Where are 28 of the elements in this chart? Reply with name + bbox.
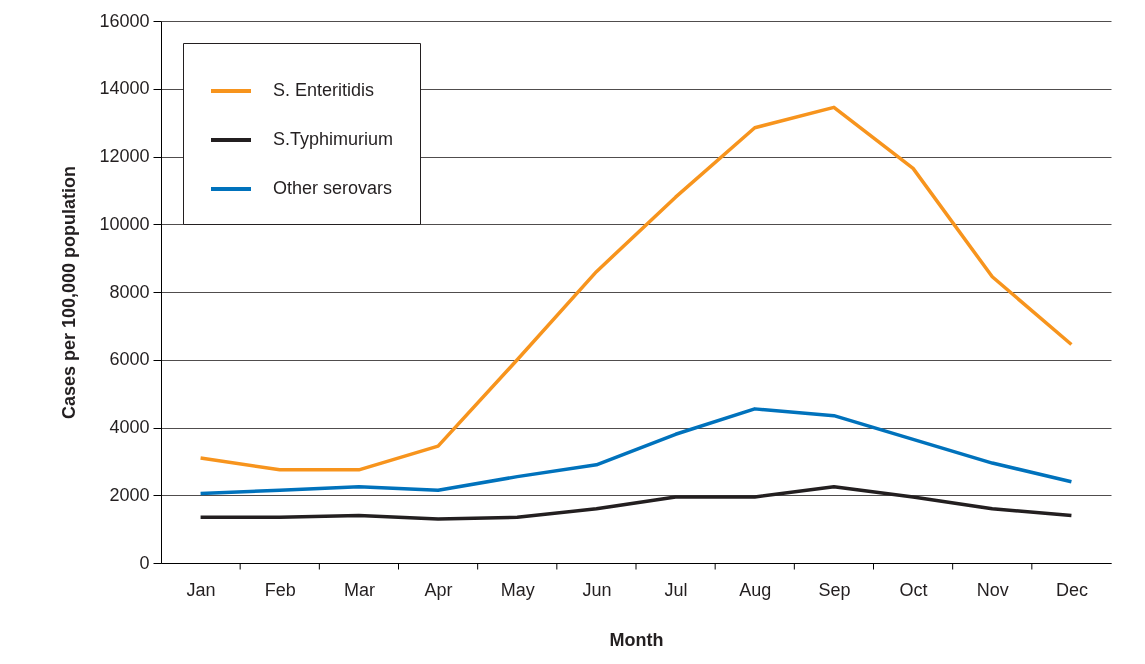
y-tick-label: 4000	[109, 417, 150, 437]
y-tick-label: 12000	[99, 146, 150, 166]
x-tick-label: Jul	[664, 579, 688, 600]
y-axis-title: Cases per 100,000 population	[59, 165, 80, 420]
x-axis-title: Month	[609, 629, 664, 650]
x-tick-label: Oct	[899, 579, 928, 600]
y-tick-label: 8000	[109, 281, 150, 302]
line-series	[198, 407, 1074, 496]
legend-label: S. Enteritidis	[273, 80, 375, 100]
line-series	[198, 105, 1074, 472]
y-tick-label: 14000	[99, 78, 150, 99]
x-tick-label: Sep	[818, 579, 851, 600]
y-tick-label: 10000	[99, 213, 150, 234]
x-tick-label: Jan	[186, 579, 216, 600]
x-tick-label: May	[500, 579, 535, 600]
y-tick-label: 2000	[109, 484, 150, 505]
x-tick-label: Dec	[1055, 579, 1088, 600]
y-tick-label: 0	[139, 552, 150, 573]
y-tick-label: 16000	[99, 10, 150, 31]
x-tick-label: Jun	[582, 579, 612, 600]
legend-label: Other serovars	[273, 178, 393, 198]
x-tick-label: Feb	[264, 579, 296, 600]
legend-label: S.Typhimurium	[273, 129, 394, 149]
x-tick-label: Aug	[739, 579, 772, 600]
y-tick-label: 6000	[109, 349, 150, 370]
x-tick-label: Apr	[424, 579, 453, 600]
x-tick-label: Nov	[976, 579, 1009, 600]
x-tick-label: Mar	[343, 579, 375, 600]
